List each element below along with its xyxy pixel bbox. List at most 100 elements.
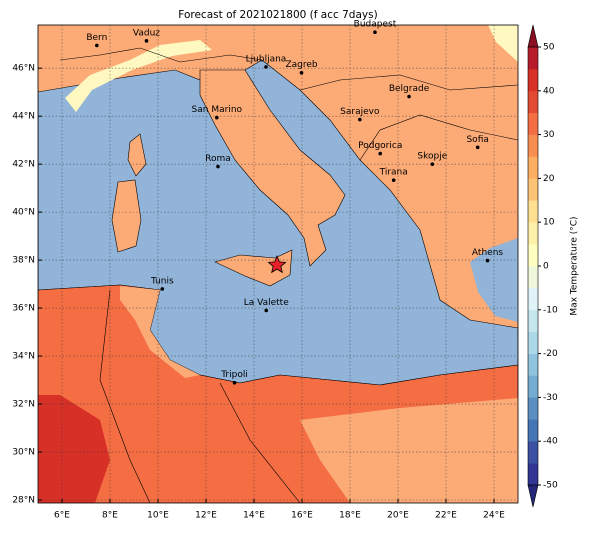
axes: 6°E 8°E 10°E 12°E 14°E 16°E 18°E 20°E 22°E 24°E 28…: [12, 64, 505, 521]
colorbar-tick-label: 40: [543, 86, 555, 96]
border: [359, 114, 518, 161]
colorbar-bin: [528, 287, 538, 311]
y-tick-label: 28°N: [12, 496, 35, 506]
colorbar-tick-label: -30: [543, 393, 558, 403]
city-marker: [215, 115, 219, 120]
x-tick-label: 20°E: [387, 511, 409, 521]
x-tick-label: 16°E: [291, 511, 313, 521]
city-label: Tripoli: [220, 370, 248, 380]
coastal-band: [120, 286, 200, 378]
border: [99, 289, 151, 503]
colorbar-tick-label: 50: [543, 43, 555, 53]
colorbar-bin: [528, 463, 538, 486]
colorbar-tick-label: 0: [543, 262, 549, 272]
colorbar-bin: [528, 266, 538, 289]
y-tick-label: 42°N: [12, 160, 35, 170]
city-marker: [378, 151, 383, 156]
colorbar-extend-top: [527, 24, 539, 48]
x-tick-label: 24°E: [483, 511, 505, 521]
city-label: Sarajevo: [340, 107, 380, 117]
colorbar-tick-label: 20: [543, 174, 555, 184]
x-tick-label: 22°E: [435, 511, 457, 521]
y-tick-label: 44°N: [12, 112, 35, 122]
graticule: [38, 25, 518, 503]
colorbar-tick-label: 10: [543, 218, 555, 228]
colorbar-bin: [528, 200, 538, 223]
colorbar-tick-label: -20: [543, 349, 558, 359]
colorbar: -50 -40 -30 -20 -10 0 10 20 30 40 50 Max Temperatur…: [527, 24, 580, 508]
city-label: Tirana: [379, 168, 408, 178]
city-label: Athens: [472, 248, 503, 258]
colorbar-bin: [528, 156, 538, 179]
colorbar-bin: [528, 90, 538, 113]
city-label: Bern: [86, 33, 107, 43]
colorbar-bin: [528, 309, 538, 332]
y-tick-label: 36°N: [12, 304, 35, 314]
city-label: Vaduz: [133, 28, 160, 38]
city-marker: [358, 117, 362, 122]
city-marker: [144, 39, 149, 43]
city-label: Podgorica: [358, 141, 402, 151]
city-marker: [232, 380, 237, 385]
star-marker: [267, 255, 287, 274]
city-marker: [264, 65, 268, 69]
x-tick-label: 6°E: [54, 511, 70, 521]
colorbar-bin: [528, 47, 538, 70]
colorbar-label: Max Temperature (°C): [570, 216, 580, 315]
city-label: La Valette: [244, 298, 289, 308]
x-tick-label: 10°E: [147, 511, 169, 521]
y-tick-label: 30°N: [12, 448, 35, 458]
y-tick-label: 46°N: [12, 64, 35, 74]
border: [59, 47, 263, 63]
city-marker: [430, 162, 435, 166]
colorbar-bin: [528, 375, 538, 398]
colorbar-bin: [528, 222, 538, 245]
border: [299, 74, 518, 91]
city-marker: [95, 43, 99, 48]
aegean-sea: [470, 238, 518, 322]
hot-region: [38, 395, 110, 503]
city-marker: [216, 164, 220, 169]
colorbar-bin: [528, 134, 538, 157]
alps-cold: [65, 40, 212, 112]
title: Forecast of 2021021800 (f acc 7days): [178, 9, 377, 21]
x-tick-label: 12°E: [195, 511, 217, 521]
y-tick-label: 32°N: [12, 400, 35, 410]
border: [219, 382, 301, 503]
city-marker: [407, 94, 411, 99]
y-tick-label: 38°N: [12, 256, 35, 266]
x-tick-label: 8°E: [102, 511, 118, 521]
city-marker: [373, 30, 377, 34]
colorbar-extend-bottom: [527, 484, 539, 508]
colorbar-bin: [528, 397, 538, 420]
city-label: Sofia: [466, 135, 488, 145]
colorbar-bin: [528, 178, 538, 201]
sicily: [214, 249, 293, 287]
north-cold: [488, 25, 518, 62]
map-area: [38, 25, 518, 503]
city-label: San Marino: [192, 105, 243, 115]
colorbar-bin: [528, 353, 538, 376]
city-label: Roma: [205, 154, 231, 164]
colorbar-tick-label: -10: [543, 305, 558, 315]
city-label: Skopje: [417, 152, 447, 162]
colorbar-bin: [528, 419, 538, 442]
city-label: Tunis: [150, 276, 174, 286]
city-marker: [264, 308, 269, 313]
city-marker: [299, 70, 304, 75]
sardinia: [111, 179, 142, 253]
italy: [199, 69, 346, 267]
colorbar-tick-label: -50: [543, 481, 558, 491]
y-tick-label: 40°N: [12, 208, 35, 218]
y-tick-label: 34°N: [12, 352, 35, 362]
colorbar-tick-label: 30: [543, 130, 555, 140]
city-label: Belgrade: [389, 84, 430, 94]
colorbar-bin: [528, 68, 538, 92]
city-label: Budapest: [354, 20, 397, 30]
city-label: Zagreb: [285, 60, 317, 70]
city-label: Ljubljana: [246, 54, 287, 64]
colorbar-bin: [528, 112, 538, 135]
city-marker: [391, 178, 396, 183]
